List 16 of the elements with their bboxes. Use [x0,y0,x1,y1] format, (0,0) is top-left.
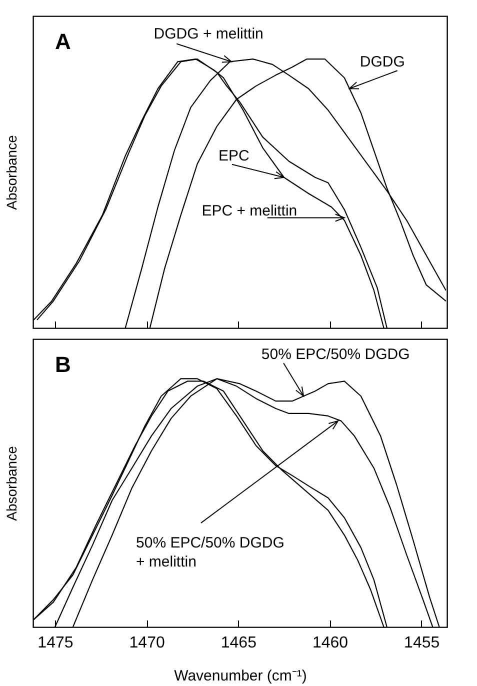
annotation: DGDG + melittin [154,26,264,43]
x-tick-label: 1455 [404,634,440,652]
annotation: EPC [218,147,250,164]
annotation: EPC + melittin [202,202,298,220]
y-axis-title: Absorbance [4,446,20,521]
x-tick-label: 1460 [312,634,348,652]
annotation: 50% EPC/50% DGDG + melittin [136,534,284,570]
x-tick-label: 1475 [38,634,74,652]
text: B [55,352,71,377]
y-axis-title: Absorbance [4,134,20,210]
x-axis-title: Wavenumber (cm⁻¹) [174,668,307,684]
x-tick-label: 1470 [129,634,165,652]
x-tick-label: 1465 [220,634,257,652]
text: A [55,29,71,54]
annotation: 50% EPC/50% DGDG [261,346,410,364]
annotation: DGDG [360,54,405,71]
